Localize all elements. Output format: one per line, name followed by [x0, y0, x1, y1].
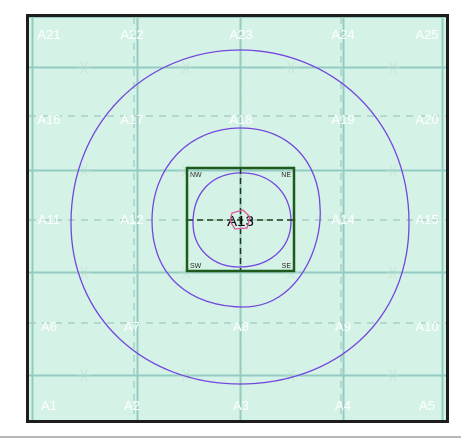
- intersection-mark-icon: [386, 266, 400, 279]
- contour-ring-outer: [70, 49, 410, 385]
- cell-label-a16: A16: [37, 112, 60, 127]
- cell-label-a14: A14: [331, 212, 354, 227]
- cell-label-a10: A10: [415, 319, 438, 334]
- corner-label-ne: NE: [281, 172, 291, 179]
- cell-label-a6: A6: [41, 319, 57, 334]
- intersection-mark-icon: [77, 369, 91, 382]
- map-frame: A21 A22 A23 A24 A25 A16 A17 A18 A19 A20 A11 A12 A14 A…: [26, 14, 449, 423]
- cell-label-a23: A23: [229, 27, 252, 42]
- bottom-divider: [0, 436, 461, 438]
- cell-labels: A21 A22 A23 A24 A25 A16 A17 A18 A19 A20 A11 A12 A14 A…: [37, 27, 438, 413]
- cell-label-a8: A8: [233, 319, 249, 334]
- grid-map[interactable]: A21 A22 A23 A24 A25 A16 A17 A18 A19 A20 A11 A12 A14 A…: [29, 17, 446, 420]
- intersection-mark-icon: [386, 61, 400, 74]
- contour-ring-inner: [192, 172, 292, 268]
- intersection-mark-icon: [284, 369, 298, 382]
- intersection-mark-icon: [386, 164, 400, 177]
- cell-label-a21: A21: [37, 27, 60, 42]
- contour-rings: [70, 49, 410, 385]
- intersection-mark-icon: [77, 164, 91, 177]
- cell-label-a1: A1: [41, 398, 57, 413]
- intersection-mark-icon: [386, 369, 400, 382]
- cell-label-a24: A24: [331, 27, 354, 42]
- intersection-mark-icon: [179, 61, 193, 74]
- location-marker-icon[interactable]: [229, 209, 251, 230]
- cell-label-a22: A22: [120, 27, 143, 42]
- cell-label-a19: A19: [331, 112, 354, 127]
- intersection-mark-icon: [284, 61, 298, 74]
- intersection-mark-icon: [179, 266, 193, 279]
- cell-label-a17: A17: [120, 112, 143, 127]
- cell-label-a12: A12: [120, 212, 143, 227]
- cell-label-a5: A5: [419, 398, 435, 413]
- cell-label-a25: A25: [415, 27, 438, 42]
- cell-label-a18: A18: [229, 112, 252, 127]
- corner-label-nw: NW: [190, 172, 202, 179]
- cell-label-a11: A11: [38, 212, 60, 227]
- intersection-mark-icon: [77, 61, 91, 74]
- corner-label-sw: SW: [190, 263, 202, 270]
- cell-label-a2: A2: [124, 398, 140, 413]
- cell-label-a9: A9: [335, 319, 351, 334]
- cell-label-a3: A3: [233, 398, 249, 413]
- corner-label-se: SE: [282, 263, 292, 270]
- cell-label-a7: A7: [124, 319, 140, 334]
- cell-label-a4: A4: [335, 398, 351, 413]
- cell-label-a20: A20: [415, 112, 438, 127]
- contour-ring-middle: [151, 127, 321, 308]
- cell-label-a15: A15: [415, 212, 438, 227]
- focus-box[interactable]: [185, 166, 296, 273]
- intersection-mark-icon: [77, 266, 91, 279]
